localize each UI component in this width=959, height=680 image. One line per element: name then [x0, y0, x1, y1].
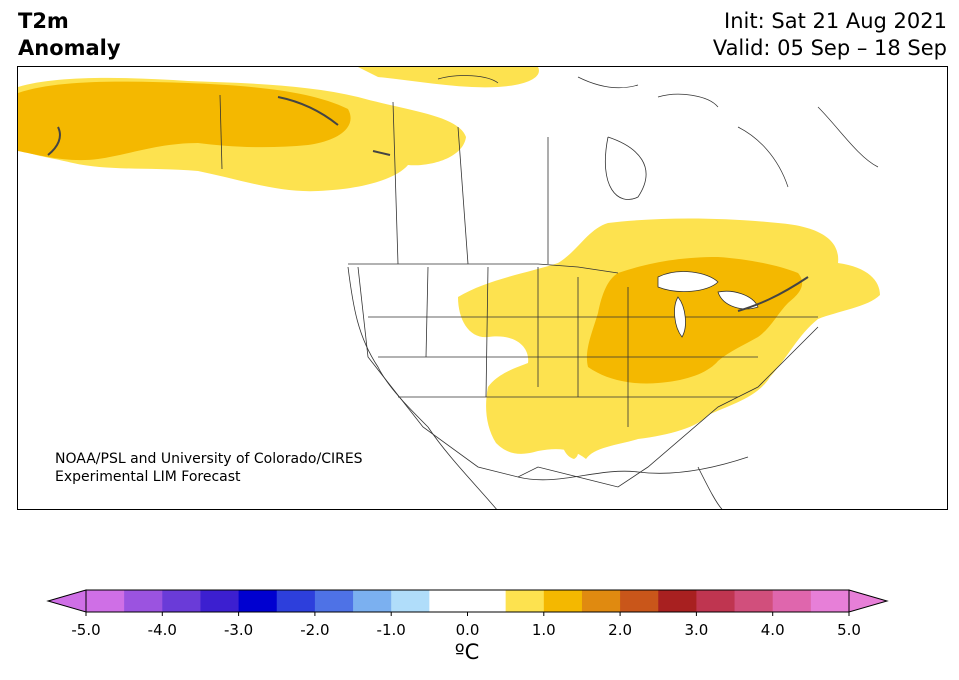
colorbar-swatch [467, 590, 507, 612]
colorbar-tick-label: 2.0 [608, 621, 632, 639]
colorbar-swatch [124, 590, 163, 612]
colorbar-swatch [772, 590, 812, 612]
title-variable: T2m Anomaly [18, 8, 121, 62]
pacific-coast [347, 266, 429, 428]
map-svg [18, 67, 947, 509]
colorbar-extend-low [46, 589, 87, 613]
rivers [47, 96, 809, 312]
credit-line1: NOAA/PSL and University of Colorado/CIRE… [55, 451, 363, 467]
colorbar-swatch [200, 590, 240, 612]
credit-line2: Experimental LIM Forecast [55, 469, 241, 485]
title-dates: Init: Sat 21 Aug 2021 Valid: 05 Sep – 18… [713, 8, 947, 62]
colorbar-tick-label: 5.0 [837, 621, 861, 639]
colorbar-tick-label: -3.0 [224, 621, 253, 639]
anomaly-dark-yellow [18, 81, 803, 384]
colorbar: -5.0 -4.0 -3.0 -2.0 -1.0 0.0 1.0 2.0 3.0 4.0 5.0 [46, 589, 889, 639]
colorbar-swatch [620, 590, 659, 612]
title-variable-line2: Anomaly [18, 36, 121, 60]
colorbar-tick-label: -5.0 [71, 621, 100, 639]
colorbar-swatch [86, 590, 125, 612]
colorbar-ticks: -5.0 -4.0 -3.0 -2.0 -1.0 0.0 1.0 2.0 3.0 4.0 5.0 [71, 612, 861, 639]
colorbar-tick-label: -2.0 [300, 621, 329, 639]
colorbar-swatches [46, 589, 889, 613]
colorbar-swatch [391, 590, 430, 612]
colorbar-swatch [734, 590, 774, 612]
colorbar-swatch [276, 590, 316, 612]
map-borders [219, 94, 819, 509]
credit-text: NOAA/PSL and University of Colorado/CIRE… [55, 450, 363, 486]
colorbar-swatch [238, 590, 278, 612]
colorbar-swatch [581, 590, 621, 612]
colorbar-extend-high [848, 589, 889, 613]
colorbar-tick-label: 4.0 [761, 621, 785, 639]
colorbar-swatch [658, 590, 697, 612]
colorbar-swatch [314, 590, 354, 612]
colorbar-tick-label: -4.0 [148, 621, 177, 639]
arctic-islands [437, 75, 879, 188]
colorbar-swatch [810, 590, 850, 612]
valid-period: Valid: 05 Sep – 18 Sep [712, 36, 947, 60]
colorbar-tick-label: 0.0 [456, 621, 480, 639]
colorbar-unit-label: ºC [454, 640, 480, 664]
colorbar-swatch [162, 590, 201, 612]
colorbar-swatch [543, 590, 583, 612]
init-date: Init: Sat 21 Aug 2021 [724, 9, 947, 33]
colorbar-swatch [429, 590, 468, 612]
colorbar-tick-label: -1.0 [377, 621, 406, 639]
colorbar-tick-label: 3.0 [684, 621, 708, 639]
colorbar-swatch [696, 590, 736, 612]
map-panel [17, 66, 948, 510]
colorbar-swatch [505, 590, 545, 612]
colorbar-tick-label: 1.0 [532, 621, 556, 639]
title-variable-line1: T2m [18, 9, 69, 33]
colorbar-swatch [353, 590, 392, 612]
